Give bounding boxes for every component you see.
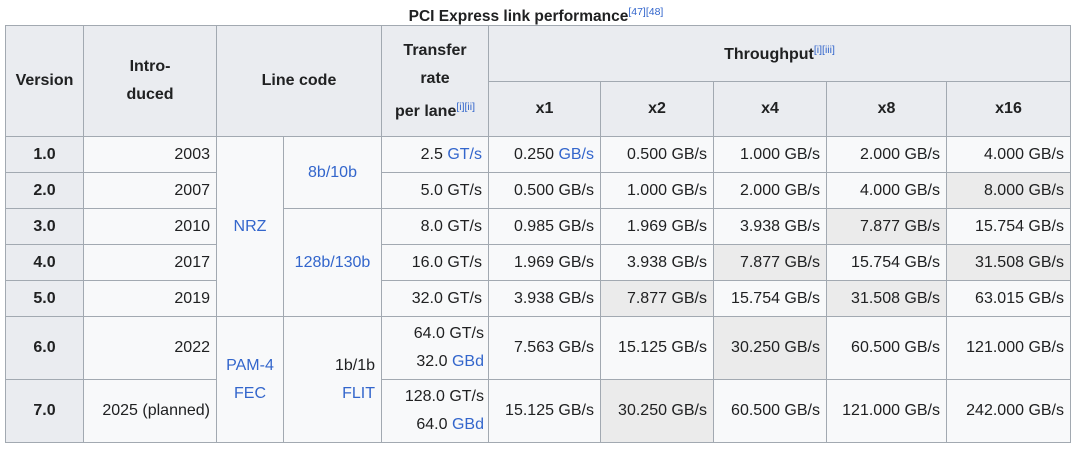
row-x16: 121.000 GB/s: [946, 316, 1071, 380]
row-x8: 2.000 GB/s: [826, 136, 947, 173]
8b10b-link[interactable]: 8b/10b: [308, 163, 357, 181]
row-rate: 64.0 GT/s 32.0 GBd: [381, 316, 489, 380]
line-code-8b10b: 8b/10b: [283, 136, 382, 209]
row-introduced: 2017: [83, 244, 217, 281]
row-x16: 8.000 GB/s: [946, 172, 1071, 209]
row-rate: 32.0 GT/s: [381, 280, 489, 317]
row-x1: 1.969 GB/s: [488, 244, 601, 281]
header-introduced: Intro-duced: [83, 25, 217, 137]
row-x16: 15.754 GB/s: [946, 208, 1071, 245]
pam4-link[interactable]: PAM-4: [226, 356, 274, 374]
rate-refs[interactable]: [i][ii]: [456, 100, 476, 113]
row-x4: 7.877 GB/s: [713, 244, 827, 281]
table-row: 1.0 2003 NRZ 8b/10b 2.5 GT/s 0.250 GB/s …: [5, 136, 1071, 317]
row-rate: 8.0 GT/s: [381, 208, 489, 245]
row-introduced: 2019: [83, 280, 217, 317]
row-rate: 128.0 GT/s 64.0 GBd: [381, 379, 489, 443]
table-row: 3.0 2010 128b/130b 8.0 GT/s 0.985 GB/s 1…: [5, 208, 1071, 317]
flit-link[interactable]: FLIT: [342, 384, 375, 402]
row-x2: 3.938 GB/s: [600, 244, 714, 281]
row-x8: 15.754 GB/s: [826, 244, 947, 281]
row-x16: 242.000 GB/s: [946, 379, 1071, 443]
row-version: 6.0: [5, 316, 84, 380]
row-x8: 31.508 GB/s: [826, 280, 947, 317]
row-version: 7.0: [5, 379, 84, 443]
header-line-code: Line code: [216, 25, 382, 137]
row-x2: 1.000 GB/s: [600, 172, 714, 209]
row-x8: 60.500 GB/s: [826, 316, 947, 380]
row-version: 4.0: [5, 244, 84, 281]
line-code-pam4: PAM-4 FEC: [216, 316, 284, 443]
row-x1: 3.938 GB/s: [488, 280, 601, 317]
header-version: Version: [5, 25, 84, 137]
row-x2: 15.125 GB/s: [600, 316, 714, 380]
row-introduced: 2003: [83, 136, 217, 173]
header-lane-x16: x16: [946, 81, 1071, 137]
header-lane-x4: x4: [713, 81, 827, 137]
line-code-1b1b: 1b/1b FLIT: [283, 316, 382, 443]
baud-link[interactable]: d: [475, 353, 484, 370]
header-lane-x8: x8: [826, 81, 947, 137]
table-row: 6.0 2022 PAM-4 FEC 1b/1b FLIT 64.0 GT/s 32.…: [5, 316, 1071, 443]
gbd-link[interactable]: GB: [451, 353, 476, 370]
gbs-link[interactable]: GB/s: [558, 145, 594, 163]
table-row: 7.0 2025 (planned) 128.0 GT/s 64.0 GBd 15…: [5, 379, 1071, 443]
header-throughput: Throughput[i][iii]: [488, 25, 1071, 82]
row-x1: 0.250 GB/s: [488, 136, 601, 173]
row-x8: 4.000 GB/s: [826, 172, 947, 209]
row-x4: 15.754 GB/s: [713, 280, 827, 317]
table-caption: PCI Express link performance[47][48]: [0, 0, 1072, 25]
caption-refs[interactable]: [47][48]: [628, 6, 664, 18]
row-x1: 0.985 GB/s: [488, 208, 601, 245]
row-introduced: 2025 (planned): [83, 379, 217, 443]
row-introduced: 2022: [83, 316, 217, 380]
row-x16: 4.000 GB/s: [946, 136, 1071, 173]
row-x16: 63.015 GB/s: [946, 280, 1071, 317]
header-transfer-rate: Transfer rate per lane[i][ii]: [381, 25, 489, 137]
nrz-link[interactable]: NRZ: [233, 217, 267, 235]
row-x8: 121.000 GB/s: [826, 379, 947, 443]
row-introduced: 2010: [83, 208, 217, 245]
row-x1: 7.563 GB/s: [488, 316, 601, 380]
row-rate: 2.5 GT/s: [381, 136, 489, 173]
row-x1: 15.125 GB/s: [488, 379, 601, 443]
line-code-128b130b: 128b/130b: [283, 208, 382, 317]
row-x2: 0.500 GB/s: [600, 136, 714, 173]
row-version: 1.0: [5, 136, 84, 173]
row-x2: 7.877 GB/s: [600, 280, 714, 317]
throughput-refs[interactable]: [i][iii]: [813, 43, 835, 56]
header-lane-x1: x1: [488, 81, 601, 137]
caption-title: PCI Express link performance: [408, 8, 629, 25]
row-x4: 1.000 GB/s: [713, 136, 827, 173]
row-x16: 31.508 GB/s: [946, 244, 1071, 281]
line-code-nrz: NRZ: [216, 136, 284, 317]
row-x1: 0.500 GB/s: [488, 172, 601, 209]
table-row: 4.0 2017 16.0 GT/s 1.969 GB/s 3.938 GB/s…: [5, 244, 1071, 281]
row-rate: 16.0 GT/s: [381, 244, 489, 281]
gbd-link[interactable]: GB: [451, 416, 476, 433]
row-x2: 1.969 GB/s: [600, 208, 714, 245]
row-x8: 7.877 GB/s: [826, 208, 947, 245]
row-version: 2.0: [5, 172, 84, 209]
128b130b-link[interactable]: 128b/130b: [294, 253, 371, 271]
row-x4: 30.250 GB/s: [713, 316, 827, 380]
row-rate: 5.0 GT/s: [381, 172, 489, 209]
table-row: 5.0 2019 32.0 GT/s 3.938 GB/s 7.877 GB/s…: [5, 280, 1071, 317]
row-x4: 60.500 GB/s: [713, 379, 827, 443]
header-lane-x2: x2: [600, 81, 714, 137]
table-row: 2.0 2007 5.0 GT/s 0.500 GB/s 1.000 GB/s …: [5, 172, 1071, 209]
gts-link[interactable]: GT/s: [447, 145, 482, 163]
row-x4: 2.000 GB/s: [713, 172, 827, 209]
row-x2: 30.250 GB/s: [600, 379, 714, 443]
row-introduced: 2007: [83, 172, 217, 209]
baud-link[interactable]: d: [475, 416, 484, 433]
row-version: 3.0: [5, 208, 84, 245]
row-version: 5.0: [5, 280, 84, 317]
pcie-performance-table: Version Intro-duced Line code Transfer ra…: [5, 25, 1071, 443]
row-x4: 3.938 GB/s: [713, 208, 827, 245]
fec-link[interactable]: FEC: [234, 384, 266, 402]
